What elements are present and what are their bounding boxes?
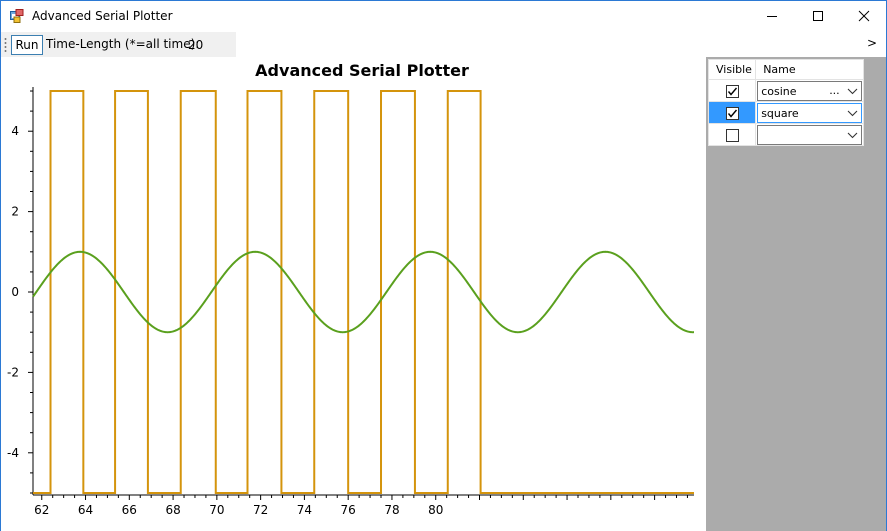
name-cell[interactable]: cosine ... <box>755 79 864 102</box>
name-cell[interactable]: square <box>755 101 864 124</box>
toolbar-grip-icon[interactable] <box>4 37 7 53</box>
plot-chart[interactable]: Advanced Serial Plotter -4 -2 0 2 4 62 64 66 68 7… <box>1 57 706 531</box>
toolbar: Run Time-Length (*=all time): > <box>1 32 886 57</box>
series-grid: Visible Name cosine ... <box>707 59 864 146</box>
series-name-combo[interactable]: square <box>757 102 863 123</box>
visible-cell[interactable] <box>707 79 757 102</box>
run-button[interactable]: Run <box>11 35 43 55</box>
x-tick-label: 70 <box>209 503 224 517</box>
series-name-combo[interactable] <box>757 124 863 145</box>
visible-cell[interactable] <box>707 123 757 146</box>
minimize-button[interactable] <box>749 1 795 31</box>
series-name-value: square <box>761 106 799 120</box>
checkmark-icon <box>727 109 737 118</box>
x-tick-label: 62 <box>34 503 49 517</box>
toolbar-strip: Run Time-Length (*=all time): <box>1 32 236 57</box>
ellipsis-icon[interactable]: ... <box>829 83 840 97</box>
x-tick-label: 66 <box>122 503 137 517</box>
x-tick-label: 74 <box>297 503 312 517</box>
y-tick-label: 2 <box>11 205 19 219</box>
chevron-down-icon[interactable] <box>847 86 858 96</box>
x-tick-label: 64 <box>78 503 93 517</box>
x-tick-label: 68 <box>165 503 180 517</box>
x-tick-label: 80 <box>428 503 443 517</box>
series-row-new[interactable] <box>707 123 864 146</box>
chevron-down-icon[interactable] <box>847 108 858 118</box>
maximize-button[interactable] <box>795 1 841 31</box>
visible-column-header[interactable]: Visible <box>707 59 757 80</box>
y-tick-label: 4 <box>11 124 19 138</box>
toolbar-overflow-icon[interactable]: > <box>867 36 878 50</box>
maximize-icon <box>813 11 823 21</box>
chart-title: Advanced Serial Plotter <box>255 61 469 80</box>
series-name-combo[interactable]: cosine ... <box>757 80 863 101</box>
series-panel: Visible Name cosine ... <box>706 57 886 531</box>
y-tick-label: -4 <box>7 446 19 460</box>
title-bar[interactable]: Advanced Serial Plotter <box>1 1 886 32</box>
series-square-line <box>33 90 694 494</box>
visible-checkbox[interactable] <box>725 128 739 142</box>
chevron-down-icon[interactable] <box>847 130 858 140</box>
x-tick-label: 72 <box>253 503 268 517</box>
x-tick-label: 78 <box>384 503 399 517</box>
name-column-header[interactable]: Name <box>755 59 864 80</box>
visible-checkbox[interactable] <box>725 106 739 120</box>
series-name-value: cosine <box>761 84 797 98</box>
app-icon <box>10 9 24 23</box>
visible-checkbox[interactable] <box>725 84 739 98</box>
x-tick-label: 76 <box>341 503 356 517</box>
minimize-icon <box>767 16 777 17</box>
series-row-cosine[interactable]: cosine ... <box>707 79 864 102</box>
visible-cell[interactable] <box>707 101 757 124</box>
close-icon <box>858 10 870 22</box>
time-length-label: Time-Length (*=all time): <box>46 37 200 51</box>
y-tick-label: 0 <box>11 285 19 299</box>
window-title: Advanced Serial Plotter <box>32 9 173 23</box>
name-cell[interactable] <box>755 123 864 146</box>
series-cosine-line <box>32 250 695 334</box>
y-tick-label: -2 <box>7 365 19 379</box>
time-length-input[interactable] <box>185 35 233 54</box>
plot-area[interactable]: Advanced Serial Plotter -4 -2 0 2 4 62 64 66 68 7… <box>1 57 706 531</box>
checkmark-icon <box>727 87 737 96</box>
series-row-square[interactable]: square <box>707 101 864 124</box>
close-button[interactable] <box>841 1 887 31</box>
